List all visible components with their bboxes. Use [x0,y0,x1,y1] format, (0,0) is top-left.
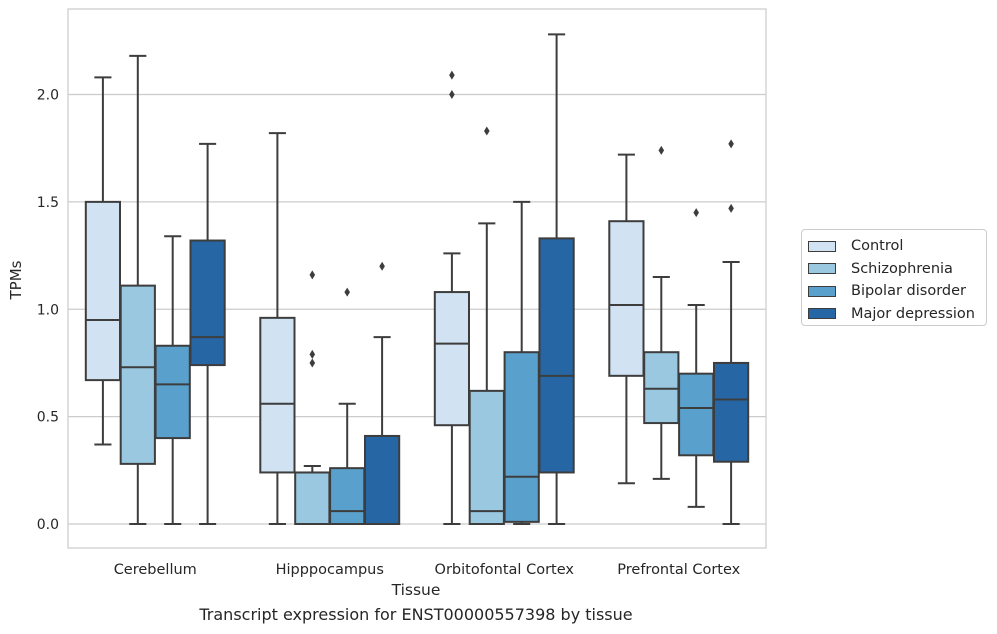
box [538,237,575,474]
box [154,344,191,440]
box-plot-item [189,142,226,525]
legend-swatch [808,285,836,297]
box [189,239,226,367]
legend-swatch [808,263,836,275]
y-tick-label: 1.0 [37,302,59,318]
box-plot-item [154,235,191,525]
legend-item: Bipolar disorder [808,280,986,303]
outlier-point [484,126,490,136]
outlier-point [728,139,734,149]
box [84,200,122,382]
outlier-point [449,90,455,99]
legend-swatch [808,308,836,320]
x-tick-label: Orbitofontal Cortex [435,562,575,578]
outlier-point [379,261,385,271]
box [468,389,505,526]
y-tick-label: 2.0 [37,88,59,104]
box [294,471,331,525]
box-plot-item [712,139,750,525]
y-tick-label: 0.0 [37,517,59,533]
box-plot-item [329,287,366,526]
x-tick-label: Cerebellum [114,562,197,578]
x-tick-labels: Cerebellum Hipppocampus Orbitofontal Corte… [114,562,741,578]
axes-frame [67,8,767,549]
box [329,467,366,526]
legend-label: Control [851,238,904,255]
legend-item: Control [808,235,986,258]
outlier-point [449,70,455,80]
box [433,291,471,427]
legend: Control Schizophrenia Bipolar disorder Majo… [801,229,987,326]
outlier-point [309,349,316,359]
box-plot-item [538,33,575,525]
box-plot-item [259,132,296,525]
boxes-layer [84,33,750,526]
box-plot-item [608,153,645,485]
legend-item: Schizophrenia [808,258,986,281]
y-tick-label: 0.5 [37,410,59,426]
outlier-point [658,145,665,155]
box-plot-item [119,54,156,525]
y-axis-label: TPMs [7,260,25,300]
legend-label: Major depression [851,305,975,322]
outlier-point [728,203,734,213]
figure-caption: Transcript expression for ENST0000055739… [199,605,633,624]
box [712,361,750,463]
outlier-point [309,270,316,280]
box [259,316,296,474]
x-axis-label: Tissue [391,581,441,599]
legend-swatch [808,240,836,252]
box [363,434,401,526]
box-plot-item [503,200,540,525]
outlier-point [309,358,316,368]
x-tick-label: Hipppocampus [276,562,384,578]
y-tick-labels: 0.0 0.5 1.0 1.5 2.0 [37,88,59,534]
box-plot-item [433,70,471,525]
outlier-point [344,287,350,297]
legend-label: Schizophrenia [851,260,953,277]
legend-item: Major depression [808,303,986,326]
box-plot-item [294,270,331,525]
box-plot-item [468,126,505,526]
x-tick-label: Prefrontal Cortex [617,562,740,578]
box-plot-item [363,261,401,526]
box-plot-item [678,208,715,508]
box-plot-item [643,145,680,480]
outlier-point [693,208,699,218]
legend-label: Bipolar disorder [851,283,966,300]
box [608,220,645,377]
box-plot-item [84,76,122,446]
box [678,372,715,457]
box [503,351,540,523]
y-tick-label: 1.5 [37,195,59,211]
box [119,284,156,465]
box [643,351,680,425]
